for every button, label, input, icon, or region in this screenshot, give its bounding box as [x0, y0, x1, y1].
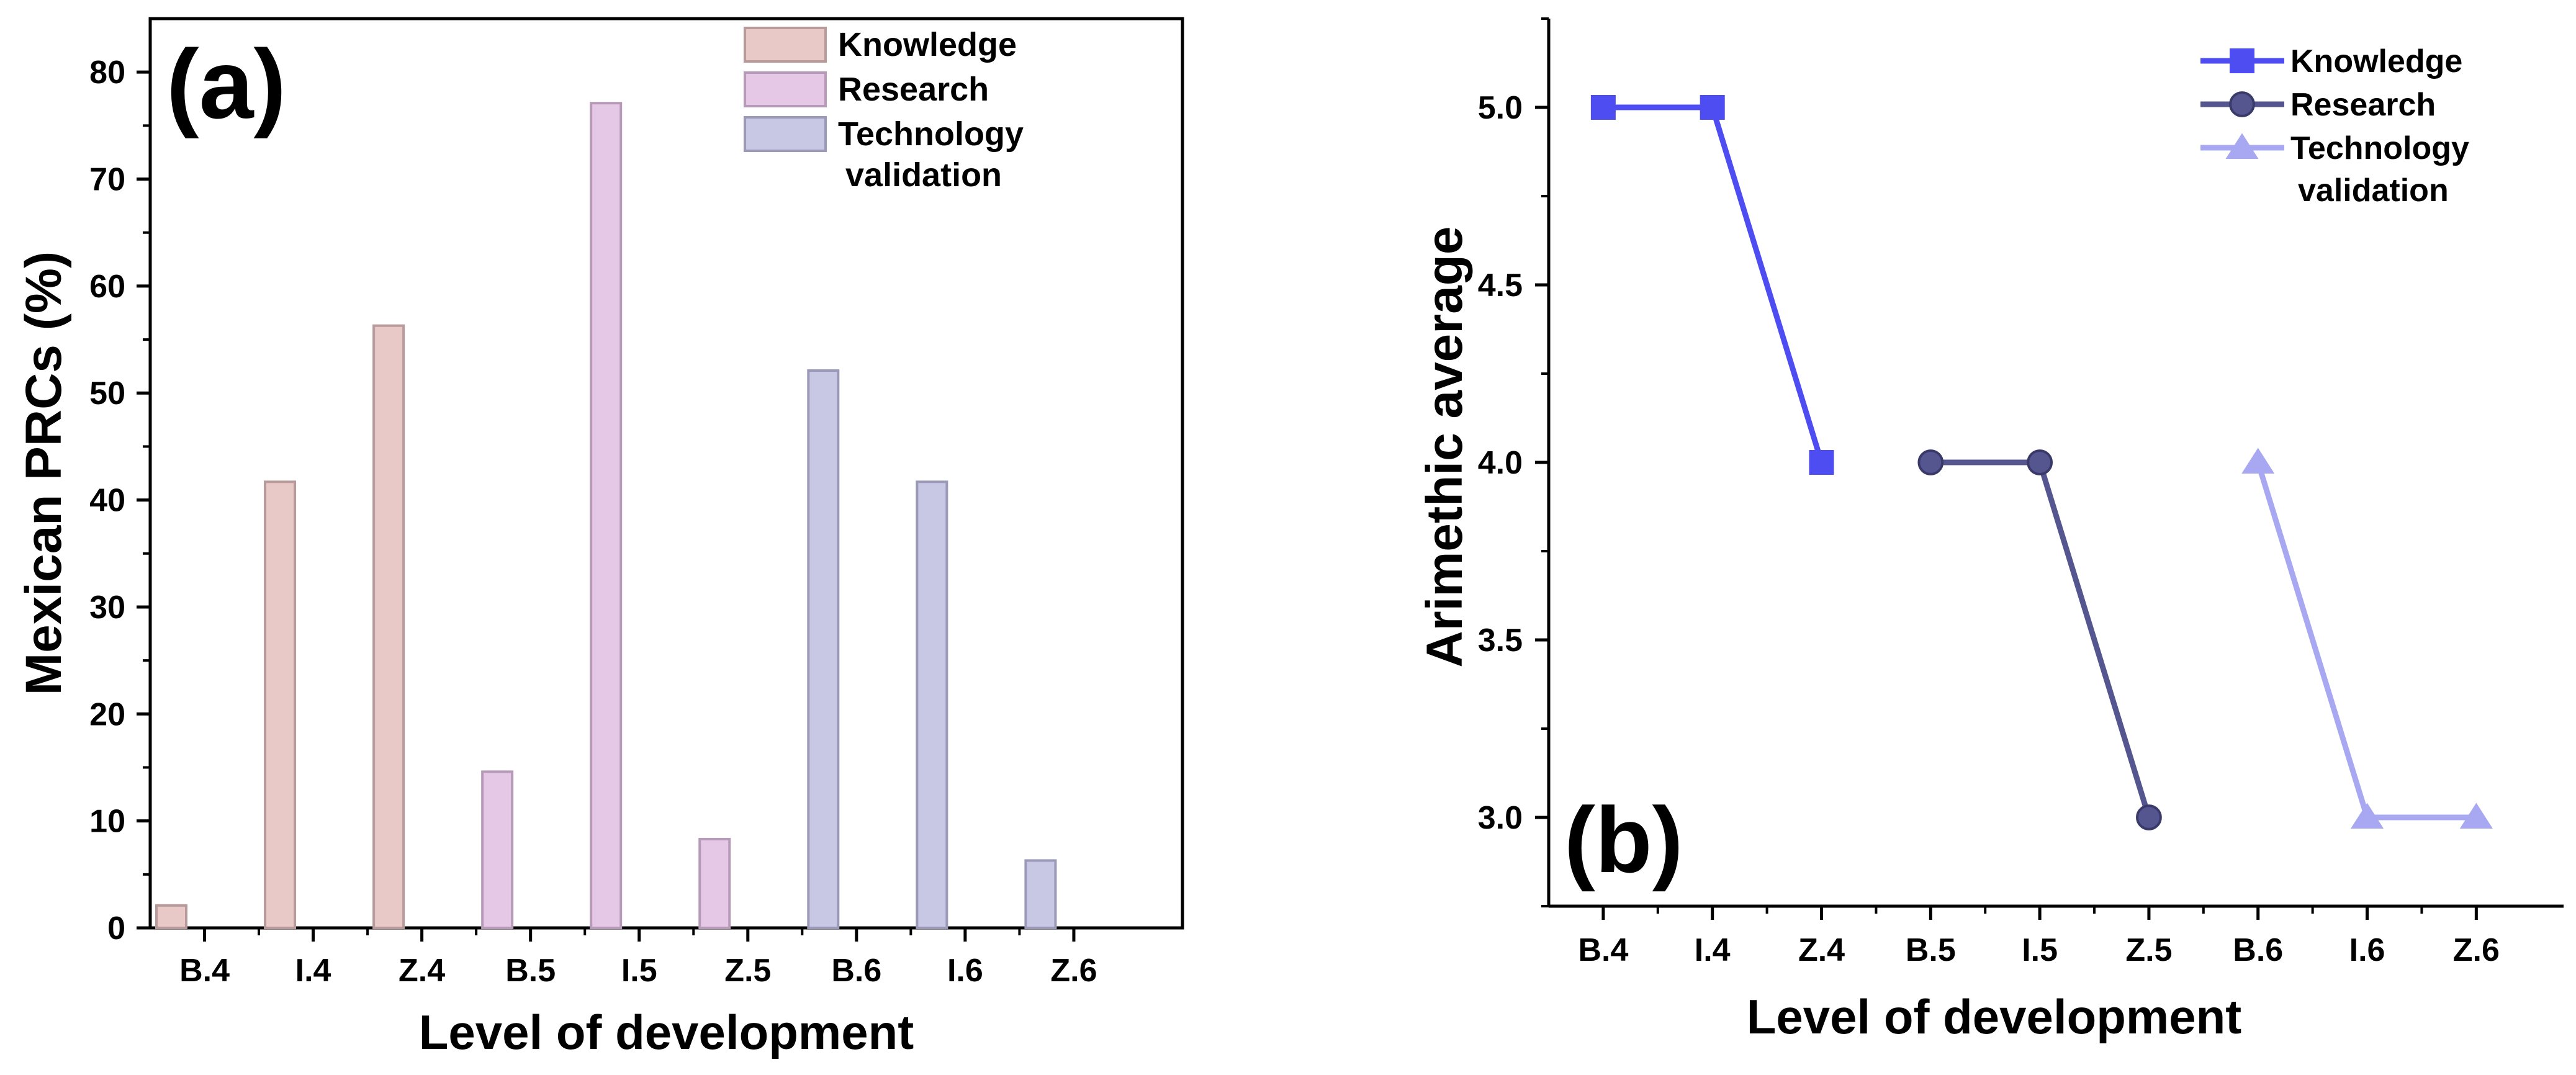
legend-label-line: Research	[838, 71, 989, 108]
legend-marker	[2225, 133, 2259, 160]
x-tick-label: B.4	[1578, 932, 1628, 968]
data-point	[1590, 95, 1616, 120]
y-tick-label: 10	[89, 804, 125, 840]
x-axis-title: Level of development	[1747, 989, 2242, 1044]
legend-label-line: Technology	[2290, 130, 2469, 166]
legend-label: Knowledge	[838, 26, 1017, 63]
legend-swatch	[744, 71, 827, 107]
x-tick-label: I.6	[947, 953, 983, 989]
legend-label-line: Research	[2290, 87, 2436, 123]
y-tick-label: 80	[89, 55, 125, 91]
x-tick-label: Z.4	[399, 953, 445, 989]
legend-label: Research	[2290, 87, 2436, 123]
legend-label-line: Knowledge	[838, 26, 1017, 63]
x-tick-label: Z.5	[724, 953, 771, 989]
bar	[372, 324, 405, 929]
panel-label: (a)	[166, 30, 286, 139]
data-point	[2459, 803, 2493, 829]
x-axis-title: Level of development	[419, 1005, 914, 1059]
y-tick-label: 5.0	[1478, 90, 1523, 126]
plot-frame	[148, 17, 1184, 930]
line-chart-panel-b: B.4 I.4 Z.4 B.5 I.5 Z.5 B.6 I.6 Z.6 3.0 3.5 4.0 4.5 5…	[1416, 17, 2564, 1044]
bar	[698, 837, 731, 929]
legend-label-line: Technology	[838, 115, 1024, 153]
x-tick-label: Z.4	[1798, 932, 1845, 968]
legend-marker	[2229, 91, 2255, 117]
legend-label: Research	[838, 71, 989, 108]
data-point	[1917, 449, 1944, 475]
legend-label: Technology validation	[838, 115, 1024, 194]
x-tick-label: I.6	[2349, 932, 2385, 968]
y-axis-title: Arimethic average	[1416, 226, 1473, 667]
y-tick-label: 30	[89, 590, 125, 626]
legend-swatch	[744, 27, 827, 63]
y-axis-title: Mexican PRCs (%)	[16, 251, 72, 695]
data-point	[2027, 449, 2053, 475]
x-tick-label: B.4	[179, 953, 230, 989]
y-tick-label: 50	[89, 376, 125, 412]
x-tick-label: Z.6	[2453, 932, 2500, 968]
bar	[155, 904, 187, 930]
x-tick-label: B.5	[1906, 932, 1956, 968]
x-tick-label: Z.6	[1050, 953, 1097, 989]
y-tick-label: 0	[107, 911, 125, 947]
x-tick-label: I.4	[1695, 932, 1731, 968]
legend-label-line: validation	[845, 156, 1002, 194]
legend-label-line: validation	[2298, 173, 2449, 209]
x-tick-label: B.6	[831, 953, 881, 989]
bar	[481, 770, 514, 930]
data-point	[1700, 95, 1725, 120]
y-tick-label: 3.5	[1478, 623, 1523, 659]
x-tick-label: Z.5	[2125, 932, 2172, 968]
y-tick-label: 60	[89, 269, 125, 305]
bar	[916, 480, 948, 929]
bar	[1024, 859, 1057, 929]
y-tick-label: 70	[89, 162, 125, 198]
bar	[264, 480, 297, 929]
panel-label: (b)	[1564, 788, 1683, 892]
x-tick-label: B.6	[2233, 932, 2283, 968]
data-point	[2351, 803, 2384, 829]
x-tick-label: I.5	[2022, 932, 2058, 968]
bar	[590, 102, 623, 930]
y-tick-label: 4.0	[1478, 445, 1523, 481]
y-tick-label: 40	[89, 483, 125, 519]
bar	[807, 369, 840, 929]
x-tick-label: I.5	[621, 953, 657, 989]
data-point	[1809, 450, 1834, 475]
x-tick-label: I.4	[295, 953, 331, 989]
x-tick-label: B.5	[505, 953, 556, 989]
legend-swatch	[744, 116, 827, 152]
legend-marker	[2230, 48, 2254, 73]
data-point	[2241, 448, 2275, 474]
legend-label: Technology validation	[2290, 130, 2469, 209]
data-point	[2136, 804, 2162, 830]
legend-label-line: Knowledge	[2290, 43, 2462, 79]
y-tick-label: 3.0	[1478, 800, 1523, 836]
legend-label: Knowledge	[2290, 43, 2462, 79]
bar-chart-panel-a: B.4 I.4 Z.4 B.5 I.5 Z.5 B.6 I.6 Z.6 0 10 20 30 40 50 60…	[16, 17, 1184, 1059]
y-tick-label: 20	[89, 696, 125, 732]
y-tick-label: 4.5	[1478, 268, 1523, 304]
